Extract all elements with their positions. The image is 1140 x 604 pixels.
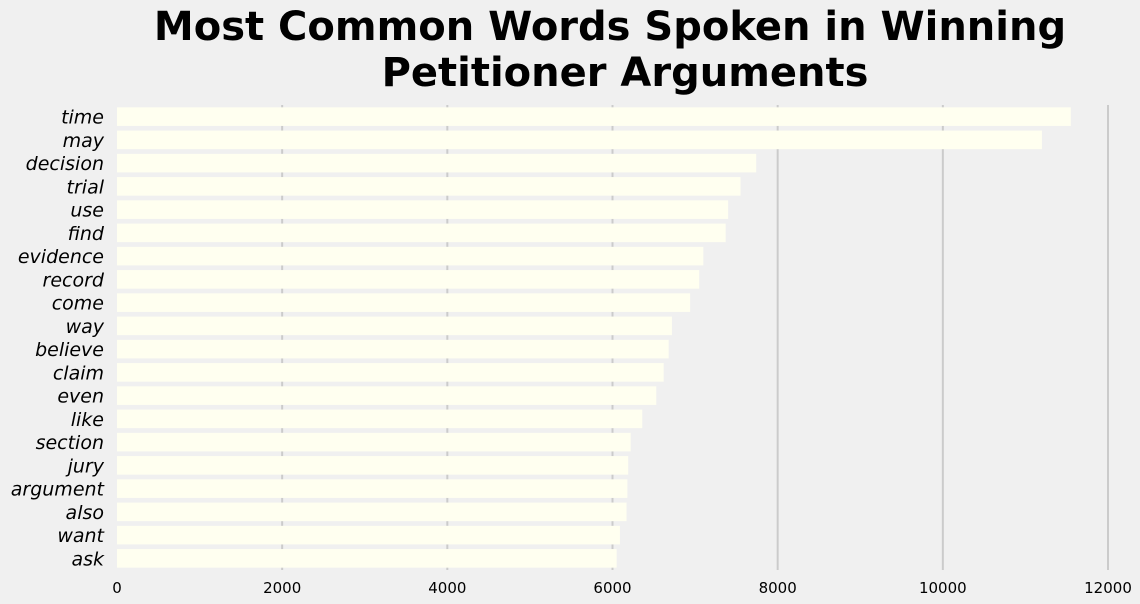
category-label-trial: trial: [67, 176, 105, 198]
bar-argument: [117, 479, 628, 498]
chart-title-line-1: Most Common Words Spoken in Winning: [154, 4, 1066, 50]
bar-want: [117, 525, 620, 545]
bar-use: [117, 200, 729, 219]
bar-record: [117, 270, 700, 289]
category-label-may: may: [63, 130, 105, 152]
category-label-section: section: [36, 432, 104, 454]
bars: [117, 107, 1071, 568]
bar-trial: [117, 177, 741, 196]
gridlines: [281, 105, 1109, 570]
category-label-use: use: [70, 200, 104, 222]
bar-like: [117, 409, 643, 429]
x-tick-label-6000: 6000: [593, 579, 631, 597]
category-label-argument: argument: [11, 479, 106, 501]
category-label-even: even: [57, 386, 104, 408]
category-label-come: come: [52, 293, 104, 315]
x-tick-labels: 0 2000 4000 6000 8000 10000 12000: [112, 579, 1132, 597]
category-label-time: time: [61, 107, 104, 129]
category-label-want: want: [57, 525, 105, 547]
bar-decision: [117, 153, 757, 173]
category-label-claim: claim: [53, 362, 104, 384]
bar-ask: [117, 549, 617, 568]
category-label-way: way: [66, 316, 105, 338]
category-label-find: find: [68, 223, 105, 245]
bar-come: [117, 293, 691, 312]
x-tick-label-2000: 2000: [263, 579, 301, 597]
bar-time: [117, 107, 1071, 126]
category-label-decision: decision: [26, 153, 104, 175]
bar-jury: [117, 456, 629, 475]
bar-believe: [117, 339, 669, 359]
bar-find: [117, 223, 726, 243]
bar-may: [117, 130, 1042, 150]
bar-claim: [117, 363, 664, 382]
category-label-like: like: [71, 409, 104, 431]
x-tick-label-12000: 12000: [1084, 579, 1132, 597]
category-label-evidence: evidence: [18, 246, 104, 268]
category-labels: timemaydecisiontrialusefindevidencerecor…: [11, 107, 106, 571]
x-tick-label-8000: 8000: [759, 579, 797, 597]
x-tick-label-10000: 10000: [919, 579, 967, 597]
category-label-believe: believe: [35, 339, 104, 361]
category-label-record: record: [43, 269, 105, 291]
bar-even: [117, 386, 657, 405]
x-tick-label-4000: 4000: [428, 579, 466, 597]
chart-title-line-2: Petitioner Arguments: [382, 50, 869, 96]
category-label-jury: jury: [65, 455, 105, 477]
bar-way: [117, 316, 672, 336]
category-label-ask: ask: [71, 548, 105, 570]
x-tick-label-0: 0: [112, 579, 122, 597]
bar-also: [117, 502, 627, 522]
bar-section: [117, 432, 631, 452]
category-label-also: also: [66, 502, 104, 524]
bar-evidence: [117, 246, 704, 266]
